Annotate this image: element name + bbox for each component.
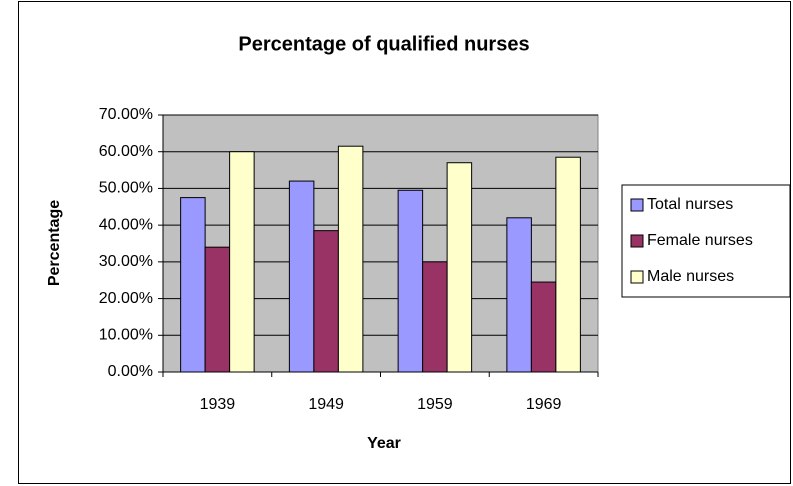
bar (506, 217, 532, 373)
x-tick-label: 1969 (526, 396, 562, 413)
y-tick-label: 60.00% (99, 143, 153, 160)
y-tick-label: 20.00% (99, 290, 153, 307)
bar (288, 180, 315, 373)
y-tick-label: 40.00% (99, 216, 153, 233)
bar (555, 156, 581, 373)
y-tick-label: 30.00% (99, 253, 153, 270)
bar (397, 189, 424, 373)
chart-title: Percentage of qualified nurses (238, 33, 529, 55)
legend-swatch (630, 270, 644, 284)
bar (530, 281, 557, 373)
y-tick-label: 70.00% (99, 106, 153, 123)
y-tick-label: 0.00% (108, 363, 153, 380)
x-tick-label: 1949 (308, 396, 344, 413)
legend-swatch (630, 198, 644, 212)
legend-label: Female nurses (647, 232, 753, 249)
legend-label: Male nurses (647, 268, 734, 285)
x-tick-label: 1939 (200, 396, 236, 413)
bar (337, 145, 364, 373)
bar (313, 230, 339, 373)
bar (446, 162, 473, 373)
legend-label: Total nurses (647, 196, 733, 213)
y-tick-label: 50.00% (99, 180, 153, 197)
y-tick-label: 10.00% (99, 327, 153, 344)
bar (180, 197, 206, 373)
x-axis-label: Year (367, 435, 401, 452)
bar (229, 151, 255, 373)
x-tick-label: 1959 (417, 396, 453, 413)
bar (204, 246, 231, 373)
legend-box (621, 184, 791, 298)
bar (422, 261, 448, 373)
legend-swatch (630, 234, 644, 248)
y-axis-label: Percentage (46, 200, 63, 286)
